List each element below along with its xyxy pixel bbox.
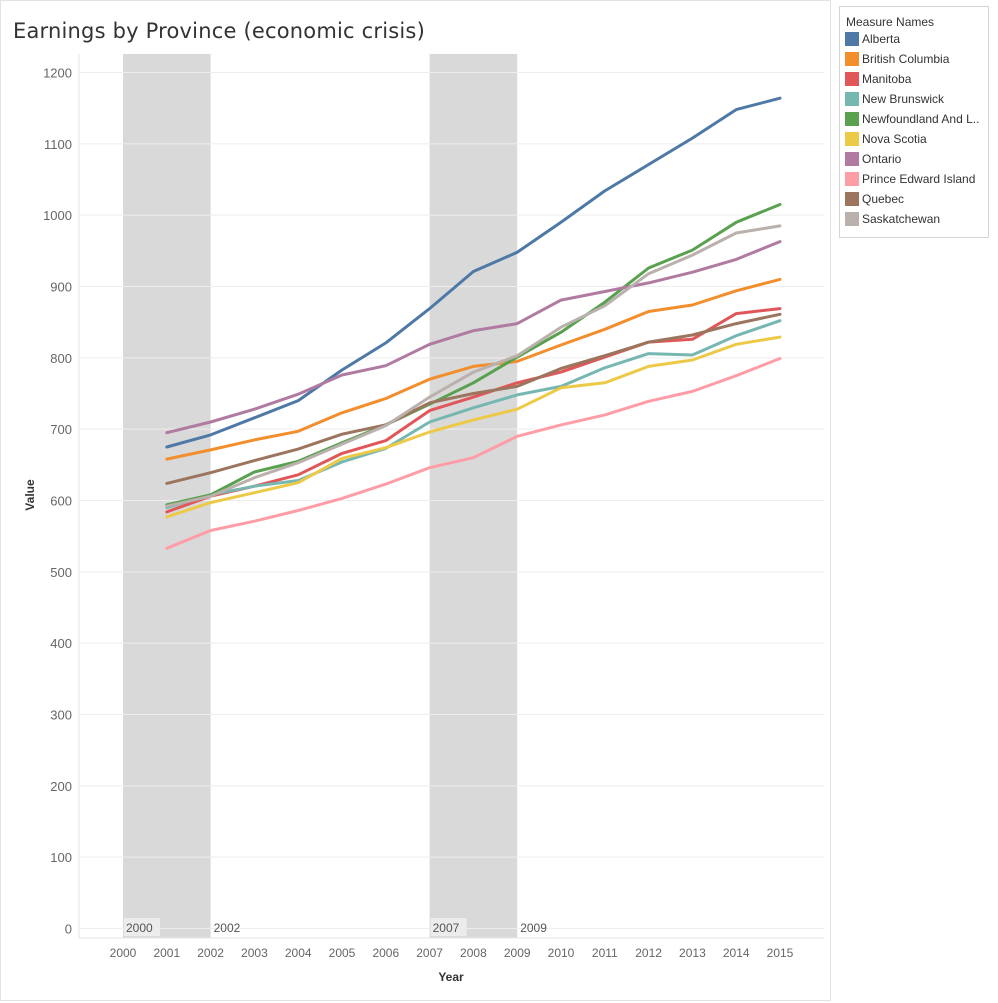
y-tick-label: 400 xyxy=(50,636,72,651)
x-tick-label: 2004 xyxy=(285,946,312,960)
legend[interactable]: Measure Names Alberta British Columbia Man… xyxy=(839,6,989,238)
legend-item[interactable]: Manitoba xyxy=(840,69,988,89)
chart-sheet: Earnings by Province (economic crisis) 0… xyxy=(0,0,831,1001)
legend-item[interactable]: Nova Scotia xyxy=(840,129,988,149)
x-tick-label: 2010 xyxy=(548,946,575,960)
legend-label: Quebec xyxy=(862,192,905,206)
x-tick-label: 2014 xyxy=(723,946,750,960)
band-1 xyxy=(429,54,518,938)
legend-label: Manitoba xyxy=(862,72,912,86)
y-tick-label: 600 xyxy=(50,494,72,509)
series-line-quebec xyxy=(165,312,782,485)
y-axis-label: Value xyxy=(23,479,37,511)
x-tick-label: 2013 xyxy=(679,946,706,960)
y-tick-label: 300 xyxy=(50,708,72,723)
legend-swatch xyxy=(845,152,859,166)
x-tick-label: 2011 xyxy=(592,946,618,960)
y-tick-label: 1000 xyxy=(43,208,72,223)
x-tick-label: 2008 xyxy=(460,946,487,960)
legend-label: Saskatchewan xyxy=(862,212,941,226)
legend-swatch xyxy=(845,52,859,66)
series-line-manitoba xyxy=(165,307,782,514)
legend-item[interactable]: Prince Edward Island xyxy=(840,169,988,189)
legend-swatch xyxy=(845,172,859,186)
series-line-prince-edward-island xyxy=(165,357,782,550)
band-start-label-bg xyxy=(124,918,160,936)
legend-label: Nova Scotia xyxy=(862,132,927,146)
band-0 xyxy=(123,54,211,938)
x-tick-label: 2012 xyxy=(635,946,662,960)
x-tick-label: 2015 xyxy=(767,946,794,960)
band-start-label: 2000 xyxy=(126,921,153,935)
legend-swatch xyxy=(845,212,859,226)
y-tick-label: 1200 xyxy=(43,66,72,81)
band-end-label: 2002 xyxy=(214,921,241,935)
legend-item[interactable]: Saskatchewan xyxy=(840,209,988,229)
legend-label: Newfoundland And L.. xyxy=(862,112,980,126)
band-end-label: 2009 xyxy=(520,921,547,935)
y-tick-label: 700 xyxy=(50,422,72,437)
legend-swatch xyxy=(845,92,859,106)
series-line-alberta xyxy=(165,96,782,449)
legend-item[interactable]: Ontario xyxy=(840,149,988,169)
legend-title: Measure Names xyxy=(846,15,935,29)
legend-item[interactable]: Newfoundland And L.. xyxy=(840,109,988,129)
y-tick-label: 1100 xyxy=(44,137,72,152)
legend-label: Prince Edward Island xyxy=(862,172,976,186)
x-tick-label: 2001 xyxy=(153,946,180,960)
series-line-ontario xyxy=(165,240,782,435)
legend-swatch xyxy=(845,192,859,206)
band-start-label: 2007 xyxy=(433,921,460,935)
series-line-saskatchewan xyxy=(165,224,782,508)
x-tick-label: 2000 xyxy=(110,946,137,960)
series-line-british-columbia xyxy=(165,277,782,461)
x-tick-label: 2003 xyxy=(241,946,268,960)
series-line-newfoundland-and-labrador xyxy=(165,203,782,507)
x-tick-label: 2007 xyxy=(416,946,443,960)
series-line-nova-scotia xyxy=(165,335,782,519)
legend-swatch xyxy=(845,132,859,146)
legend-swatch xyxy=(845,72,859,86)
y-tick-label: 900 xyxy=(50,280,72,295)
band-start-label-bg xyxy=(430,918,467,936)
y-tick-label: 800 xyxy=(50,351,72,366)
legend-item[interactable]: British Columbia xyxy=(840,49,988,69)
legend-label: New Brunswick xyxy=(862,92,945,106)
x-tick-label: 2005 xyxy=(329,946,356,960)
x-tick-label: 2002 xyxy=(197,946,224,960)
series-line-new-brunswick xyxy=(165,319,782,510)
x-tick-label: 2009 xyxy=(504,946,531,960)
y-tick-label: 500 xyxy=(50,565,72,580)
line-chart: 0 100 200 300 400 500 600 700 800 900 1000 1100 1200… xyxy=(23,54,824,984)
legend-label: British Columbia xyxy=(862,52,950,66)
legend-label: Alberta xyxy=(862,32,901,46)
legend-swatch xyxy=(845,112,859,126)
y-tick-label: 200 xyxy=(50,779,72,794)
x-axis-label: Year xyxy=(438,970,464,984)
y-tick-label: 0 xyxy=(65,922,72,937)
legend-item[interactable]: Alberta xyxy=(840,29,988,49)
legend-item[interactable]: New Brunswick xyxy=(840,89,988,109)
legend-swatch xyxy=(845,32,859,46)
legend-label: Ontario xyxy=(862,152,902,166)
chart-title: Earnings by Province (economic crisis) xyxy=(13,19,425,43)
x-tick-label: 2006 xyxy=(372,946,399,960)
legend-item[interactable]: Quebec xyxy=(840,189,988,209)
y-tick-label: 100 xyxy=(50,850,72,865)
